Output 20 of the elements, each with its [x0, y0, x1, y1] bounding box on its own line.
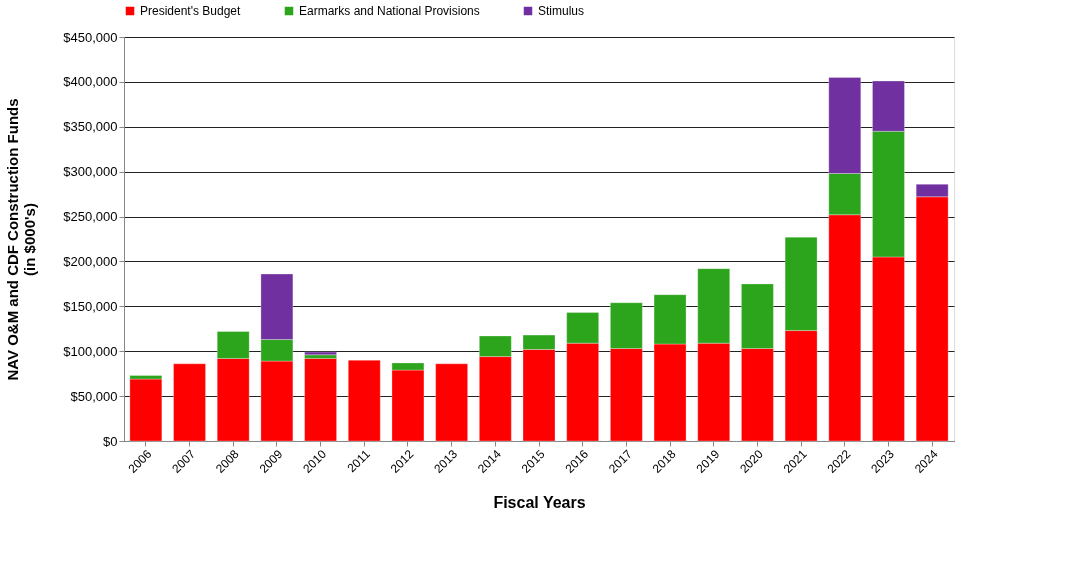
- y-tick-label: $300,000: [63, 164, 118, 180]
- bar: [129, 378, 163, 442]
- y-tick-label: $0: [103, 433, 118, 449]
- y-tick-label: $200,000: [63, 253, 118, 269]
- x-axis-title: Fiscal Years: [493, 494, 586, 512]
- legend-label: Stimulus: [538, 4, 585, 18]
- bar: [348, 359, 381, 442]
- y-tick-label: $350,000: [63, 119, 118, 135]
- y-tick-label: $50,000: [70, 388, 118, 404]
- y-tick-label: $100,000: [63, 343, 118, 359]
- bar: [173, 363, 206, 442]
- y-tick-label: $400,000: [63, 74, 118, 90]
- y-axis-title: NAV O&M and CDF Construction Funds (in $000's): [4, 98, 39, 381]
- y-tick-label: $250,000: [63, 209, 118, 225]
- y-tick-label: $450,000: [63, 29, 118, 45]
- bar: [435, 363, 468, 442]
- legend-label: President's Budget: [140, 4, 242, 18]
- bar: [304, 358, 337, 442]
- y-tick-label: $150,000: [63, 298, 118, 314]
- legend-label: Earmarks and National Provisions: [299, 4, 480, 18]
